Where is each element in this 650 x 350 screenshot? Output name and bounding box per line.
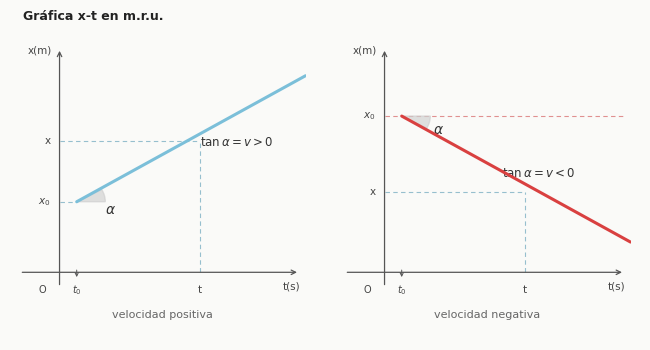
Text: t: t: [523, 285, 526, 295]
Text: O: O: [363, 285, 371, 295]
Text: $x_0$: $x_0$: [363, 110, 376, 122]
Text: t(s): t(s): [607, 282, 625, 292]
Text: x(m): x(m): [27, 45, 51, 55]
Text: O: O: [38, 285, 46, 295]
Text: t: t: [198, 285, 202, 295]
Text: x: x: [45, 136, 51, 146]
Wedge shape: [77, 190, 105, 202]
Text: $t_0$: $t_0$: [72, 283, 81, 297]
Text: t(s): t(s): [282, 282, 300, 292]
Wedge shape: [402, 116, 430, 128]
Text: Gráfica x-t en m.r.u.: Gráfica x-t en m.r.u.: [23, 10, 163, 23]
Text: $\alpha$: $\alpha$: [433, 123, 444, 137]
Text: $\tan\alpha = v < 0$: $\tan\alpha = v < 0$: [502, 167, 575, 180]
Text: $x_0$: $x_0$: [38, 196, 51, 208]
Text: x(m): x(m): [352, 45, 376, 55]
Text: velocidad negativa: velocidad negativa: [434, 310, 541, 320]
Text: $\tan\alpha = v > 0$: $\tan\alpha = v > 0$: [200, 136, 273, 149]
Text: $\alpha$: $\alpha$: [105, 203, 116, 217]
Text: velocidad positiva: velocidad positiva: [112, 310, 213, 320]
Text: $t_0$: $t_0$: [397, 283, 406, 297]
Text: x: x: [370, 187, 376, 197]
